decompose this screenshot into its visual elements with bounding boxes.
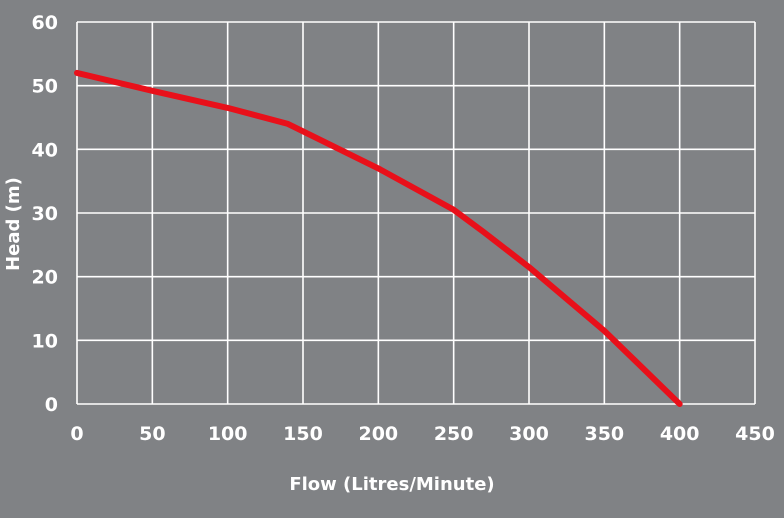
y-tick-label-3: 30 <box>32 203 58 225</box>
series-line-0 <box>74 69 683 407</box>
x-tick-label-6: 300 <box>509 423 549 445</box>
y-axis-ticks: 0 10 20 30 40 50 60 <box>32 12 58 416</box>
y-tick-label-2: 20 <box>32 267 58 289</box>
x-tick-label-1: 50 <box>139 423 165 445</box>
x-tick-label-2: 100 <box>208 423 248 445</box>
series-layer <box>74 69 683 407</box>
y-tick-label-0: 0 <box>45 394 58 416</box>
y-tick-label-5: 50 <box>32 76 58 98</box>
y-tick-label-4: 40 <box>32 139 58 161</box>
y-tick-label-1: 10 <box>32 330 58 352</box>
x-axis-title: Flow (Litres/Minute) <box>289 474 494 495</box>
x-tick-label-0: 0 <box>70 423 83 445</box>
y-axis-title: Head (m) <box>3 177 24 271</box>
x-tick-label-4: 200 <box>358 423 398 445</box>
x-tick-label-9: 450 <box>735 423 775 445</box>
x-axis-ticks: 0 50 100 150 200 250 300 350 400 450 <box>70 423 774 445</box>
grid <box>76 21 756 405</box>
x-tick-label-7: 350 <box>584 423 624 445</box>
x-tick-label-3: 150 <box>283 423 323 445</box>
y-tick-label-6: 60 <box>32 12 58 34</box>
x-tick-label-8: 400 <box>660 423 700 445</box>
x-tick-label-5: 250 <box>434 423 474 445</box>
